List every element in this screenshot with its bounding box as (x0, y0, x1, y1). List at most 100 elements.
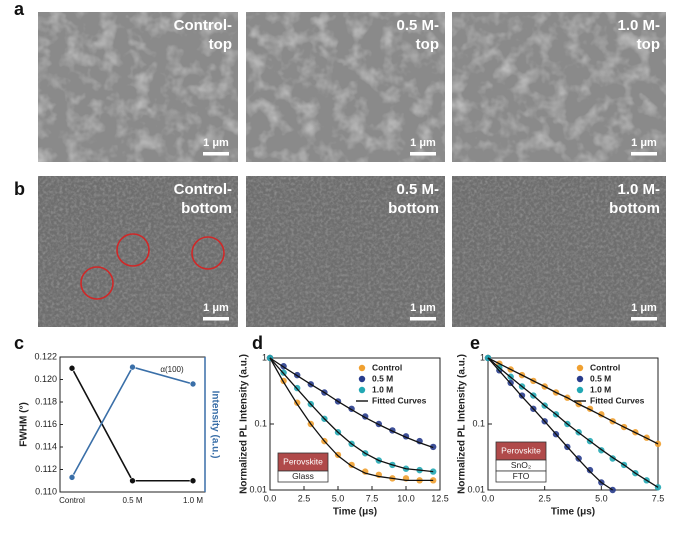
inset-label: Perovskite (283, 456, 323, 466)
legend-label: Control (372, 362, 402, 372)
sem-image (452, 176, 666, 327)
x-tick-label: 12.5 (431, 493, 449, 503)
sem-image (38, 176, 238, 327)
x-tick-label: 0.0 (264, 493, 277, 503)
y-tick-label: 0.116 (35, 419, 57, 429)
legend-label: 0.5 M (372, 373, 393, 383)
legend-marker (576, 375, 584, 383)
sem-label: top (209, 36, 232, 53)
y-axis-label: Normalized PL Intensity (a.u.) (457, 354, 468, 494)
sem-label: 0.5 M- (396, 17, 439, 34)
defect-circle (116, 233, 150, 267)
y-tick-label: 1 (480, 352, 485, 362)
legend-label: Fitted Curves (590, 395, 645, 405)
sem-label: Control- (174, 181, 232, 198)
x-tick-label: 10.0 (397, 493, 415, 503)
plot-frame (59, 356, 206, 493)
scale-label: 1 μm (410, 302, 436, 314)
y-axis-label: FWHM (°) (19, 402, 30, 447)
series-line (71, 367, 193, 482)
scale-bar (203, 317, 229, 321)
panel-label: a (14, 0, 25, 19)
y-tick-label: 0.120 (34, 374, 57, 384)
data-point (68, 474, 76, 481)
defect-circles (80, 233, 225, 300)
y-tick-label: 0.1 (472, 418, 485, 428)
legend-marker (358, 364, 366, 372)
inset-label: Perovskite (501, 445, 541, 455)
x-tick-label: 7.5 (366, 493, 379, 503)
defect-circle (80, 266, 114, 300)
sem-image (246, 176, 445, 327)
annotation: α(100) (160, 365, 184, 374)
sem-label: top (416, 36, 439, 53)
fit-curve (487, 357, 659, 445)
scale-bar (631, 152, 657, 156)
legend-label: 1.0 M (590, 384, 611, 394)
y-tick-label: 0.122 (34, 351, 57, 361)
scale-label: 1 μm (410, 137, 436, 149)
y-tick-label: 0.118 (35, 396, 57, 406)
x-tick-label: 0.0 (482, 493, 495, 503)
fit-curve (269, 357, 434, 482)
y-tick-label: 0.112 (35, 464, 57, 474)
inset-label: SnO₂ (511, 460, 531, 470)
y-tick-label: 0.114 (35, 441, 57, 451)
sem-label: bottom (181, 200, 232, 217)
sem-image (452, 12, 666, 162)
scale-bar (203, 152, 229, 156)
sem-label: 0.5 M- (396, 181, 439, 198)
legend-marker (576, 364, 584, 372)
sem-label: bottom (388, 200, 439, 217)
y-tick-label: 0.1 (254, 418, 267, 428)
sem-image (246, 12, 445, 162)
data-point (129, 477, 136, 485)
y-tick-label: 1 (262, 352, 267, 362)
scale-bar (410, 152, 436, 156)
fit-curve (269, 357, 434, 449)
x-tick-label: 2.5 (298, 493, 311, 503)
panel-label: b (14, 179, 25, 199)
legend-label: 0.5 M (590, 373, 611, 383)
panel-label: c (14, 333, 24, 353)
data-point (129, 363, 136, 371)
scale-bar (410, 317, 436, 321)
x-axis-label: Time (μs) (333, 507, 377, 518)
panel-label: d (252, 333, 263, 353)
x-tick-label: 5.0 (332, 493, 345, 503)
defect-circle (191, 236, 225, 270)
y-axis-label: Normalized PL Intensity (a.u.) (239, 354, 250, 494)
inset-label: FTO (513, 471, 530, 481)
sem-label: bottom (609, 200, 660, 217)
x-axis-label: Time (μs) (551, 507, 595, 518)
fit-curve (487, 357, 614, 491)
sem-images: Control-top 1 μm 0.5 M-top 1 μm 1.0 M-top 1 μ… (38, 12, 666, 327)
panel-label: e (470, 333, 480, 353)
y-tick-label: 0.110 (35, 486, 57, 496)
scale-label: 1 μm (203, 302, 229, 314)
x-tick-label: 5.0 (595, 493, 608, 503)
x-tick-label: 2.5 (538, 493, 551, 503)
scale-label: 1 μm (203, 137, 229, 149)
data-point (189, 477, 197, 485)
x-tick-label: 7.5 (652, 493, 665, 503)
scale-bar (631, 317, 657, 321)
y-tick-label: 0.01 (467, 484, 485, 494)
fit-curve (269, 357, 434, 473)
legend-label: Control (590, 362, 620, 372)
legend-marker (576, 386, 584, 394)
sem-image (38, 12, 238, 162)
data-point (189, 380, 197, 388)
sem-label: 1.0 M- (617, 17, 660, 34)
inset-layer (277, 470, 329, 483)
sem-label: Control- (174, 17, 232, 34)
data-point (586, 466, 594, 474)
legend-marker (358, 386, 366, 394)
legend-marker (358, 375, 366, 383)
scale-label: 1 μm (631, 302, 657, 314)
x-tick-label: Control (59, 496, 85, 505)
data-point (68, 364, 76, 372)
plots: 0.110 0.112 0.114 0.116 0.118 0.120 0.122 Contr… (19, 351, 665, 517)
y2-axis-label: Intensity (a.u.) (209, 391, 220, 459)
